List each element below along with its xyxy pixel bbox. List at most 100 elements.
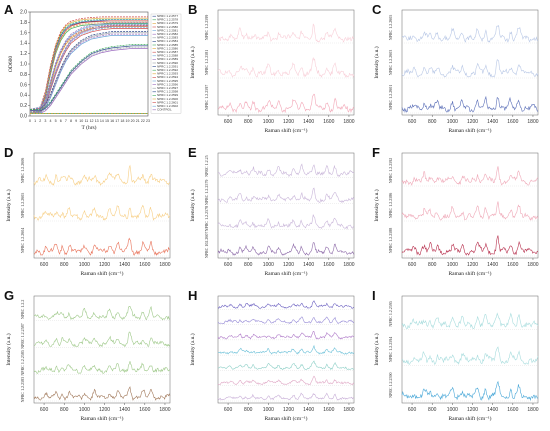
growth-curve	[29, 32, 148, 112]
spectrum-line	[401, 95, 539, 113]
panel-b: B 600 800 1000 1200 1400 1600 1800 Raman shift (…	[188, 2, 355, 134]
x-tick-label: 600	[40, 262, 49, 268]
growth-axes: 0.00.20.40.60.81.01.21.41.61.82.00 1 2 3 4 5 6…	[8, 10, 150, 132]
x-tick-label: 1200	[467, 262, 478, 268]
growth-curve	[29, 19, 148, 110]
series-label: NPRC 1.2.2586	[388, 193, 393, 218]
x-tick-label: 1000	[79, 262, 90, 268]
x-tick-label: 1800	[159, 262, 170, 268]
x-tick-label: 1000	[447, 262, 458, 268]
legend-entry: NPRC 1.2.2577	[157, 14, 178, 18]
spectrum-line	[217, 392, 355, 401]
x-tick-label: 0	[29, 119, 31, 123]
x-tick-label: 14	[100, 119, 104, 123]
x-axis-label: Raman shift (cm⁻¹)	[80, 415, 123, 422]
series-label: NPRC 1.2.2595	[388, 301, 393, 326]
plot-frame	[401, 295, 539, 404]
raman-axes: 600 800 1000 1200 1400 1600 1800 Raman shift (c…	[373, 9, 539, 134]
x-tick-label: 800	[428, 407, 437, 413]
x-tick-label: 13	[95, 119, 99, 123]
legend-entry: NPRC 1.2.2602	[157, 104, 178, 108]
growth-curve	[29, 26, 148, 113]
legend-entry: NPRC 1.2.2578	[157, 18, 178, 22]
growth-curve	[29, 23, 148, 112]
legend-entry: NPRC 1.2.2592	[157, 68, 178, 72]
panel-h: H 600 800 1000 1200 1400 1600 1800 Raman shift (…	[188, 288, 355, 422]
panel-letter: D	[4, 145, 13, 160]
spectrum-line	[217, 330, 355, 340]
x-tick-label: 1800	[343, 407, 354, 413]
spectrum-line	[401, 235, 539, 256]
series-label: NPRC 1.2.2606	[20, 158, 25, 183]
panel-e: E 600 800 1000 1200 1400 1600 1800 Raman shift (…	[188, 145, 355, 277]
x-tick-label: 800	[244, 119, 253, 125]
panel-letter: A	[4, 2, 14, 17]
y-axis-label: Intensity (a.u.)	[373, 189, 380, 221]
spectrum-line	[218, 93, 355, 114]
legend-entry: NPRC 1.2.2598	[157, 90, 178, 94]
x-tick-label: 1400	[303, 119, 314, 125]
plot-frame	[33, 152, 171, 259]
y-tick-label: 0.0	[20, 114, 27, 120]
x-tick-label: 23	[146, 119, 150, 123]
legend-entry: CONTROL	[157, 108, 172, 112]
raman-axes: 600 800 1000 1200 1400 1600 1800 Raman shift (c…	[189, 9, 355, 134]
x-axis-label: Raman shift (cm⁻¹)	[264, 415, 307, 422]
series-label: NPRC 1.2.2604	[20, 228, 25, 253]
x-axis-label: Raman shift (cm⁻¹)	[448, 415, 491, 422]
growth-curve	[29, 35, 148, 114]
x-tick-label: 6	[60, 119, 62, 123]
growth-curve	[29, 16, 148, 110]
legend-entry: NPRC 1.2.2587	[157, 50, 178, 54]
growth-curve	[30, 46, 148, 113]
x-tick-label: 1000	[263, 119, 274, 125]
spectrum-line	[217, 57, 355, 78]
x-tick-label: 3	[44, 119, 46, 123]
spectrum-line	[217, 242, 355, 256]
plot-frame	[401, 9, 539, 116]
y-tick-label: 1.4	[20, 41, 27, 47]
x-tick-label: 1600	[507, 407, 518, 413]
x-tick-label: 20	[131, 119, 135, 123]
legend-entry: NPRC 1.2.2601	[157, 100, 178, 104]
series-label: NPRC 1.2.2592	[388, 158, 393, 183]
x-tick-label: 7	[65, 119, 67, 123]
series-label: NPRC 1.2.2581	[204, 50, 209, 75]
x-tick-label: 600	[408, 119, 417, 125]
plot-frame	[217, 295, 355, 404]
panel-c: C 600 800 1000 1200 1400 1600 1800 Raman shift (…	[372, 2, 539, 134]
x-tick-label: 1600	[507, 262, 518, 268]
growth-curve	[29, 28, 148, 114]
legend-entry: NPRC 1.2.2586	[157, 46, 178, 50]
spectrum-line	[33, 331, 171, 348]
x-tick-label: 800	[60, 262, 69, 268]
plot-frame	[217, 152, 355, 259]
x-tick-label: 1800	[159, 407, 170, 413]
y-axis-label: Intensity (a.u.)	[189, 189, 196, 221]
x-tick-label: 1800	[527, 119, 538, 125]
series-label: NPRC 1.2.2597	[204, 85, 209, 110]
x-tick-label: 17	[115, 119, 119, 123]
x-axis-label: Raman shift (cm⁻¹)	[264, 127, 307, 134]
series-label: NPRC 1.2.2605	[388, 15, 393, 40]
x-axis-label: Raman shift (cm⁻¹)	[80, 270, 123, 277]
spectrum-line	[218, 163, 355, 177]
series-label: NPRC 1.2.2594	[388, 337, 393, 362]
series-label: NPRC 1.2.2578	[204, 206, 209, 231]
spectrum-line	[401, 312, 539, 330]
spectrum-line	[401, 24, 539, 43]
x-tick-label: 600	[224, 262, 233, 268]
x-tick-label: 12	[90, 119, 94, 123]
growth-curve	[29, 33, 148, 113]
series-label: NPRC 1.2.2	[20, 300, 25, 319]
x-tick-label: 1000	[263, 407, 274, 413]
y-axis-label: Intensity (a.u.)	[189, 46, 196, 78]
y-axis-label: OD600	[8, 56, 14, 72]
x-tick-label: 1400	[303, 262, 314, 268]
spectrum-line	[33, 164, 171, 186]
x-tick-label: 5	[55, 119, 57, 123]
legend-entry: NPRC 1.2.2597	[157, 86, 178, 90]
y-axis-label: Intensity (a.u.)	[5, 333, 12, 365]
raman-axes: 600 800 1000 1200 1400 1600 1800 Raman shift (c…	[5, 152, 171, 277]
